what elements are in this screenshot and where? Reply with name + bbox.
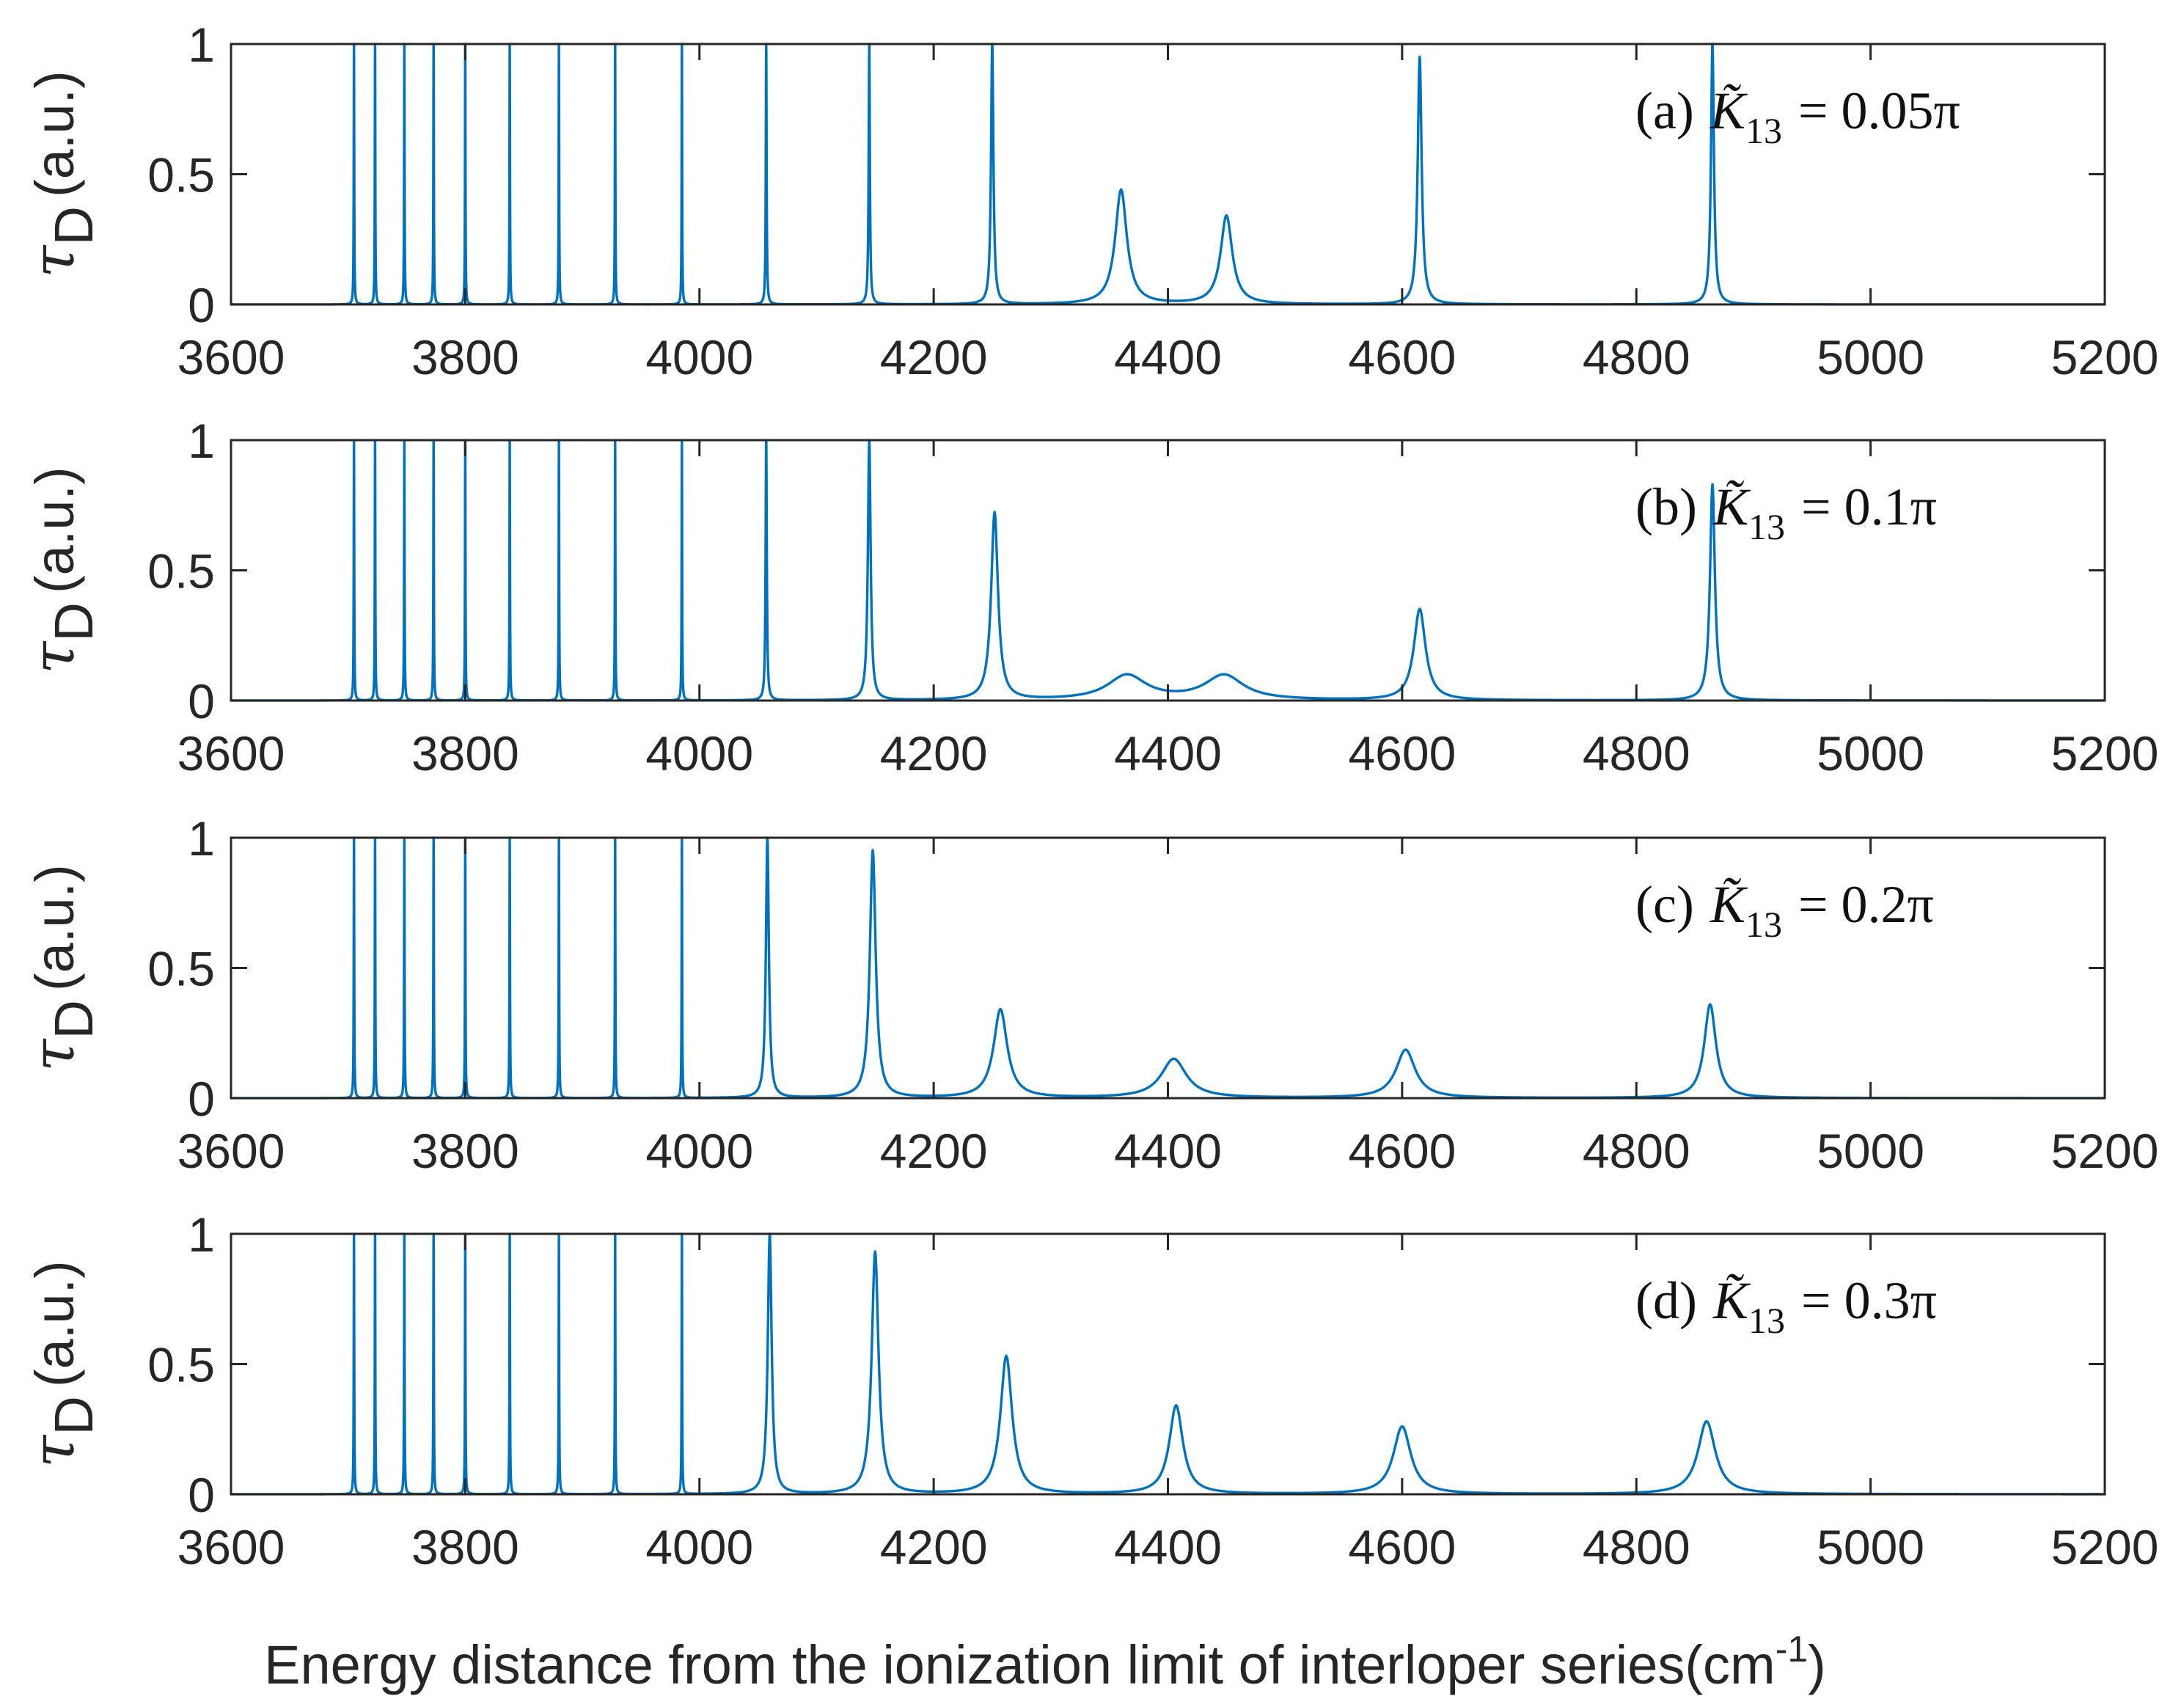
y-tick-label: 1 — [188, 1207, 215, 1262]
x-tick-label: 3800 — [411, 1520, 519, 1574]
annotation-symbol: K̃ — [1710, 81, 1748, 140]
panel-label: (c) — [1635, 875, 1694, 934]
x-tick-label: 3600 — [177, 1520, 285, 1574]
y-axis-label-subscript: D — [43, 602, 104, 641]
x-tick-label: 4200 — [880, 1124, 988, 1178]
x-tick-label: 4800 — [1583, 726, 1690, 781]
annotation-value: = 0.2π — [1798, 875, 1934, 934]
y-axis-label-symbol: τ — [19, 640, 87, 674]
x-tick-label: 3800 — [411, 726, 519, 781]
panel-label: (b) — [1635, 478, 1697, 536]
x-tick-label: 4200 — [880, 726, 988, 781]
panel-3: 3600 3800 4000 4200 4400 4600 4800 5000 5200 0 0.5… — [19, 811, 2158, 1178]
y-tick-label: 0 — [188, 1468, 215, 1522]
y-axis-label: τD (a.u.) — [19, 864, 104, 1071]
x-tick-label: 4000 — [645, 726, 753, 781]
y-axis-label-subscript: D — [43, 1000, 104, 1039]
x-tick-label: 4200 — [880, 330, 988, 384]
x-tick-label: 5200 — [2051, 1124, 2159, 1178]
y-axis-label-subscript: D — [43, 1396, 104, 1435]
x-tick-label: 4400 — [1114, 1124, 1222, 1178]
x-tick-label: 4800 — [1583, 330, 1690, 384]
annotation-value: = 0.3π — [1801, 1271, 1937, 1330]
panel-2: 3600 3800 4000 4200 4400 4600 4800 5000 5200 0 0.5… — [19, 414, 2158, 781]
y-tick-label: 1 — [188, 18, 215, 72]
x-tick-label: 5200 — [2051, 1520, 2159, 1574]
panel-annotation: (b) K̃13 = 0.1π — [1635, 478, 1937, 547]
annotation-subscript: 13 — [1745, 110, 1782, 151]
x-axis-label-close: ) — [1808, 1634, 1826, 1695]
y-axis-label-subscript: D — [43, 206, 104, 245]
annotation-symbol: K̃ — [1712, 1271, 1751, 1330]
x-tick-label: 4400 — [1114, 726, 1222, 781]
y-axis-label: τD (a.u.) — [19, 1260, 104, 1467]
x-tick-label: 4800 — [1583, 1520, 1690, 1574]
y-tick-label: 0.5 — [147, 942, 215, 996]
y-axis-label-symbol: τ — [19, 244, 87, 278]
x-axis-label-main: Energy distance from the ionization limi… — [264, 1634, 1776, 1695]
x-tick-label: 4400 — [1114, 330, 1222, 384]
x-tick-label: 4600 — [1348, 330, 1456, 384]
x-tick-label: 5200 — [2051, 726, 2159, 781]
x-axis-label: Energy distance from the ionization limi… — [264, 1629, 1826, 1695]
annotation-subscript: 13 — [1748, 506, 1785, 547]
panel-annotation: (d) K̃13 = 0.3π — [1635, 1271, 1937, 1341]
x-tick-label: 3800 — [411, 1124, 519, 1178]
y-axis-label: τD (a.u.) — [19, 70, 104, 277]
x-tick-label: 4200 — [880, 1520, 988, 1574]
y-tick-label: 0 — [188, 278, 215, 332]
panel-annotation: (a) K̃13 = 0.05π — [1635, 81, 1960, 151]
panel-4: 3600 3800 4000 4200 4400 4600 4800 5000 5200 0 0.5… — [19, 1207, 2158, 1574]
annotation-symbol: K̃ — [1712, 478, 1751, 536]
x-axis-label-superscript: -1 — [1776, 1629, 1808, 1670]
y-axis-label-unit: (a.u.) — [24, 70, 85, 197]
x-tick-label: 3800 — [411, 330, 519, 384]
annotation-subscript: 13 — [1745, 904, 1782, 945]
x-tick-label: 4600 — [1348, 1124, 1456, 1178]
x-tick-label: 4000 — [645, 1520, 753, 1574]
x-tick-label: 3600 — [177, 330, 285, 384]
panel-annotation: (c) K̃13 = 0.2π — [1635, 875, 1934, 945]
x-tick-label: 5000 — [1817, 1520, 1924, 1574]
y-axis-label-unit: (a.u.) — [24, 467, 85, 593]
annotation-symbol: K̃ — [1710, 875, 1748, 934]
x-tick-label: 5000 — [1817, 726, 1924, 781]
y-tick-label: 0 — [188, 674, 215, 728]
y-tick-label: 1 — [188, 414, 215, 468]
y-tick-label: 0.5 — [147, 544, 215, 599]
x-tick-label: 4600 — [1348, 726, 1456, 781]
y-tick-label: 0 — [188, 1072, 215, 1126]
y-axis-label-symbol: τ — [19, 1038, 87, 1072]
x-tick-label: 4000 — [645, 330, 753, 384]
panels: 3600 3800 4000 4200 4400 4600 4800 5000 5200 0 0.5… — [19, 18, 2158, 1574]
x-tick-label: 4600 — [1348, 1520, 1456, 1574]
x-tick-label: 5000 — [1817, 330, 1924, 384]
y-tick-label: 0.5 — [147, 1338, 215, 1392]
y-axis-label-symbol: τ — [19, 1434, 87, 1468]
x-tick-label: 3600 — [177, 726, 285, 781]
x-tick-label: 5000 — [1817, 1124, 1924, 1178]
y-axis-label: τD (a.u.) — [19, 467, 104, 673]
y-tick-label: 1 — [188, 811, 215, 866]
panel-label: (a) — [1635, 81, 1694, 140]
y-axis-label-unit: (a.u.) — [24, 864, 85, 991]
panel-label: (d) — [1635, 1271, 1697, 1330]
x-tick-label: 4400 — [1114, 1520, 1222, 1574]
y-tick-label: 0.5 — [147, 148, 215, 202]
annotation-subscript: 13 — [1748, 1300, 1785, 1341]
x-tick-label: 4000 — [645, 1124, 753, 1178]
y-axis-label-unit: (a.u.) — [24, 1260, 85, 1387]
x-tick-label: 5200 — [2051, 330, 2159, 384]
annotation-value: = 0.05π — [1798, 81, 1960, 140]
panel-1: 3600 3800 4000 4200 4400 4600 4800 5000 5200 0 0.5… — [19, 18, 2158, 384]
x-tick-label: 3600 — [177, 1124, 285, 1178]
annotation-value: = 0.1π — [1801, 478, 1937, 536]
x-tick-label: 4800 — [1583, 1124, 1690, 1178]
